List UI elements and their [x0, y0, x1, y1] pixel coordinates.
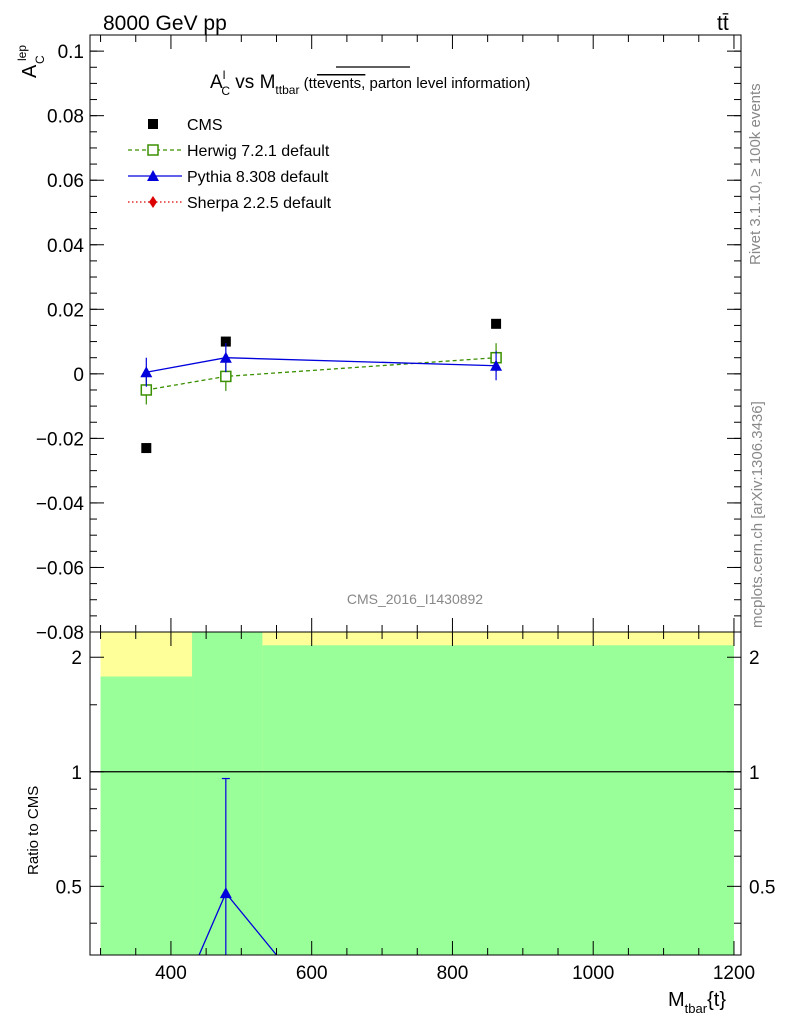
- legend-marker-sherpa: [149, 196, 157, 208]
- ratio-ytick-label: 2: [71, 648, 82, 669]
- analysis-label: CMS_2016_I1430892: [347, 591, 483, 607]
- ratio-xtick-label: 1000: [572, 963, 614, 984]
- ratio-yticks: 0.5 0.5 1 1 2 2: [56, 648, 775, 924]
- main-ytick-label: −0.04: [36, 494, 85, 515]
- main-ytick-label: 0.04: [47, 236, 84, 257]
- ratio-bands: [100, 632, 734, 955]
- data-point-cms: [220, 336, 231, 347]
- ratio-xtick-label: 600: [296, 963, 328, 984]
- main-ytick-label: 0.08: [47, 107, 84, 128]
- ratio-xtick-label: 400: [155, 963, 187, 984]
- data-point-pythia: [140, 366, 153, 378]
- svg-text:A: A: [19, 64, 41, 78]
- ratio-ytick-label-right: 1: [749, 763, 760, 784]
- data-point-cms: [491, 318, 502, 329]
- main-series: [140, 318, 503, 454]
- legend-label-cms: CMS: [187, 117, 223, 134]
- legend-label-herwig: Herwig 7.2.1 default: [187, 143, 330, 160]
- ratio-band-1sigma: [262, 645, 734, 955]
- ratio-xticks: 400 600 800 1000 1200: [100, 632, 755, 984]
- main-ytick-label: 0.02: [47, 300, 84, 321]
- ratio-panel: 0.5 0.5 1 1 2 2 400 600 800 1000 1200: [56, 631, 775, 984]
- ratio-ylabel: Ratio to CMS: [25, 786, 42, 875]
- main-ytick-label: 0.06: [47, 171, 84, 192]
- legend-item-herwig: Herwig 7.2.1 default: [128, 143, 330, 160]
- main-ylabel: A lep C: [15, 45, 47, 78]
- ratio-xlabel: Mtbar{t}: [668, 989, 726, 1016]
- main-title: Al C vs Mttbar (ttevents, parton level in…: [210, 68, 530, 98]
- legend-label-pythia: Pythia 8.308 default: [187, 169, 329, 186]
- legend-item-cms: CMS: [148, 117, 223, 134]
- svg-text:C: C: [33, 55, 47, 64]
- data-point-herwig: [220, 370, 232, 383]
- energy-label: 8000 GeV pp: [103, 12, 227, 35]
- legend-item-pythia: Pythia 8.308 default: [128, 169, 329, 186]
- legend-marker-cms: [148, 119, 158, 129]
- legend-marker-herwig: [147, 144, 159, 156]
- legend-item-sherpa: Sherpa 2.2.5 default: [128, 195, 332, 212]
- main-ytick-label: 0.1: [58, 42, 84, 63]
- main-yticks: 0.1 0.08 0.06 0.04 0.02 0 −0.02 −0.04 −0.06 −0.08: [36, 42, 741, 644]
- main-panel: 0.1 0.08 0.06 0.04 0.02 0 −0.02 −0.04 −0.06 −0.08: [36, 34, 742, 644]
- ratio-band-1sigma: [192, 632, 263, 955]
- legend-label-sherpa: Sherpa 2.2.5 default: [187, 195, 332, 212]
- ratio-ytick-label: 1: [71, 763, 82, 784]
- legend-marker-pythia: [147, 170, 159, 181]
- main-ytick-label: −0.06: [36, 558, 84, 579]
- process-label: tt̄: [717, 12, 729, 35]
- source-label: mcplots.cern.ch [arXiv:1306.3436]: [749, 401, 766, 628]
- ratio-band-1sigma: [100, 676, 193, 955]
- main-ytick-label: −0.08: [36, 623, 84, 644]
- legend: CMS Herwig 7.2.1 default Pythia 8.308 de…: [128, 117, 332, 212]
- ratio-ytick-label: 0.5: [56, 877, 82, 898]
- ratio-ytick-label-right: 0.5: [749, 877, 775, 898]
- data-point-pythia: [490, 359, 503, 371]
- ratio-ytick-label-right: 2: [749, 648, 760, 669]
- data-point-pythia: [219, 351, 232, 363]
- svg-text:lep: lep: [15, 45, 29, 61]
- ratio-pythia-point: [219, 887, 232, 899]
- ratio-frame: [89, 631, 742, 956]
- rivet-label: Rivet 3.1.10, ≥ 100k events: [747, 83, 764, 265]
- main-ytick-label: 0: [73, 365, 84, 386]
- ratio-xtick-label: 1200: [713, 963, 755, 984]
- ratio-lines: [90, 771, 741, 956]
- data-point-cms: [141, 443, 152, 454]
- main-ytick-label: −0.02: [36, 429, 84, 450]
- ratio-xtick-label: 800: [437, 963, 469, 984]
